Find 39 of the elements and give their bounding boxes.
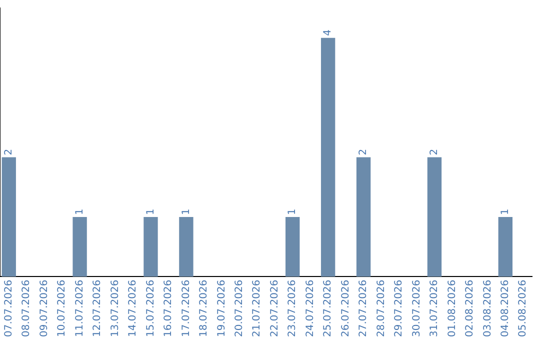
data-label: 2	[3, 148, 14, 156]
x-tick-label: 11.07.2026	[74, 280, 86, 338]
x-tick-label: 03.08.2026	[482, 280, 494, 338]
x-tick-label: 31.07.2026	[429, 280, 440, 338]
x-tick-label: 21.07.2026	[252, 280, 263, 338]
data-label: 4	[322, 29, 334, 36]
x-tick-label: 20.07.2026	[234, 280, 245, 338]
x-tick-label: 28.07.2026	[376, 280, 387, 338]
x-tick-label: 27.07.2026	[358, 280, 370, 338]
data-label: 1	[287, 208, 298, 216]
x-tick-label: 17.07.2026	[180, 280, 192, 338]
x-tick-label: 13.07.2026	[110, 280, 121, 338]
x-tick-label: 23.07.2026	[287, 280, 298, 338]
x-tick-label: 25.07.2026	[322, 280, 334, 338]
x-tick-label: 15.07.2026	[145, 280, 156, 338]
x-tick-label: 14.07.2026	[128, 280, 139, 338]
data-label: 1	[74, 208, 86, 216]
x-tick-label: 05.08.2026	[518, 280, 529, 338]
data-label: 2	[429, 148, 440, 156]
x-tick-label: 16.07.2026	[163, 280, 174, 338]
x-tick-label: 07.07.2026	[3, 280, 14, 338]
x-tick-label: 26.07.2026	[340, 280, 352, 338]
x-tick-label: 24.07.2026	[304, 280, 316, 338]
x-tick-label: 04.08.2026	[500, 280, 511, 338]
x-tick-label: 12.07.2026	[92, 280, 104, 338]
data-label: 1	[145, 208, 156, 216]
data-label: 1	[500, 208, 511, 216]
x-tick-label: 30.07.2026	[411, 280, 422, 338]
x-tick-label: 29.07.2026	[394, 280, 405, 338]
x-tick-label: 18.07.2026	[198, 280, 210, 338]
x-tick-label: 19.07.2026	[216, 280, 228, 338]
x-tick-label: 09.07.2026	[38, 280, 50, 338]
x-tick-label: 22.07.2026	[269, 280, 280, 338]
x-tick-label: 02.08.2026	[464, 280, 476, 338]
data-label: 2	[358, 148, 370, 156]
x-tick-label: 08.07.2026	[21, 280, 32, 338]
x-tick-label: 10.07.2026	[56, 280, 68, 338]
data-label: 1	[180, 208, 192, 216]
x-tick-label: 01.08.2026	[446, 280, 458, 338]
